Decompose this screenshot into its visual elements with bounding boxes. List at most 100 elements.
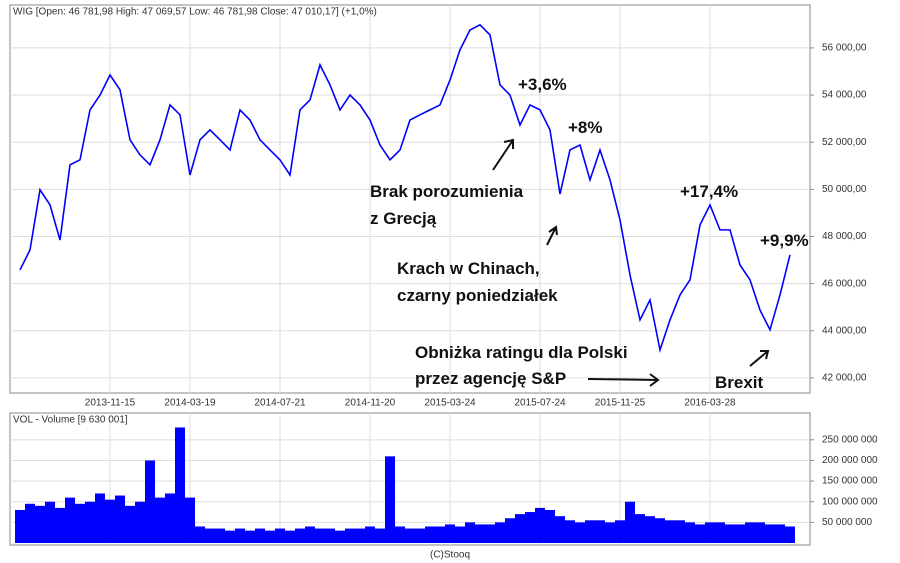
y-tick-label: 50 000 000: [822, 517, 872, 528]
volume-bar: [615, 520, 625, 543]
volume-bar: [415, 528, 425, 543]
volume-bar: [305, 526, 315, 543]
volume-bar: [565, 520, 575, 543]
volume-bar: [35, 505, 45, 543]
volume-bar: [275, 528, 285, 543]
volume-bar: [775, 524, 785, 543]
x-tick-label: 2014-03-19: [164, 398, 216, 409]
volume-bar: [525, 512, 535, 543]
volume-bar: [495, 522, 505, 543]
volume-bar: [605, 522, 615, 543]
annotation: czarny poniedziałek: [397, 286, 558, 305]
volume-bar: [425, 526, 435, 543]
volume-bar: [255, 528, 265, 543]
volume-bar: [85, 501, 95, 543]
volume-bar: [265, 530, 275, 543]
volume-bar: [705, 522, 715, 543]
volume-bar: [45, 501, 55, 543]
volume-title: VOL - Volume [9 630 001]: [13, 415, 128, 426]
annotation: Brak porozumienia: [370, 182, 524, 201]
arrows: [492, 138, 770, 387]
volume-bar: [225, 530, 235, 543]
price-frame: [9, 4, 811, 394]
y-tick-label: 48 000,00: [822, 231, 867, 242]
y-tick-label: 54 000,00: [822, 90, 867, 101]
volume-bar: [245, 530, 255, 543]
annotation: +9,9%: [760, 231, 809, 250]
volume-bar: [295, 528, 305, 543]
volume-bar: [375, 528, 385, 543]
annotation: z Grecją: [370, 209, 437, 228]
volume-bar: [235, 528, 245, 543]
price-line: [19, 23, 791, 353]
volume-bar: [145, 460, 155, 543]
volume-bar: [65, 497, 75, 543]
volume-bar: [655, 518, 665, 543]
footer: (C)Stooq: [430, 550, 470, 561]
volume-bar: [185, 497, 195, 543]
volume-bar: [125, 505, 135, 543]
volume-bar: [505, 518, 515, 543]
annotation: +8%: [568, 118, 603, 137]
volume-bar: [195, 526, 205, 543]
volume-bar: [15, 509, 25, 543]
volume-bar: [135, 501, 145, 543]
y-tick-label: 46 000,00: [822, 278, 867, 289]
annotation: +17,4%: [680, 182, 738, 201]
volume-bar: [585, 520, 595, 543]
volume-bar: [535, 507, 545, 543]
volume-bar: [115, 495, 125, 543]
volume-bar: [675, 520, 685, 543]
volume-bar: [335, 530, 345, 543]
volume-bar: [205, 528, 215, 543]
volume-bar: [575, 522, 585, 543]
x-tick-label: 2013-11-15: [85, 398, 136, 409]
annotation: przez agencję S&P: [415, 369, 566, 388]
arrow: [546, 225, 558, 246]
y-tick-label: 200 000 000: [822, 455, 878, 466]
volume-bar: [745, 522, 755, 543]
y-tick-label: 150 000 000: [822, 476, 878, 487]
volume-bar: [345, 528, 355, 543]
marks: [15, 23, 795, 543]
annotation: +3,6%: [518, 75, 567, 94]
volume-bar: [355, 528, 365, 543]
x-tick-label: 2014-07-21: [254, 398, 306, 409]
volume-bar: [765, 524, 775, 543]
volume-bar: [665, 520, 675, 543]
volume-bar: [695, 524, 705, 543]
volume-bar: [645, 516, 655, 543]
volume-bar: [325, 528, 335, 543]
volume-bar: [95, 493, 105, 543]
volume-bar: [545, 509, 555, 543]
volume-bar: [165, 493, 175, 543]
arrow: [749, 350, 770, 367]
annotation: Brexit: [715, 373, 764, 392]
volume-bar: [285, 530, 295, 543]
volume-bar: [315, 528, 325, 543]
volume-bar: [485, 524, 495, 543]
y-tick-label: 100 000 000: [822, 496, 878, 507]
volume-bar: [385, 456, 395, 543]
arrow: [492, 138, 514, 171]
volume-bar: [405, 528, 415, 543]
volume-bar: [75, 503, 85, 543]
volume-bar: [215, 528, 225, 543]
volume-bar: [725, 524, 735, 543]
volume-bar: [105, 499, 115, 543]
volume-bar: [155, 497, 165, 543]
x-tick-label: 2014-11-20: [345, 398, 396, 409]
volume-bar: [555, 516, 565, 543]
y-tick-label: 44 000,00: [822, 325, 867, 336]
volume-bar: [55, 507, 65, 543]
annotation: Krach w Chinach,: [397, 259, 540, 278]
y-tick-label: 50 000,00: [822, 184, 867, 195]
volume-bar: [635, 514, 645, 543]
x-tick-label: 2015-03-24: [424, 398, 476, 409]
volume-bar: [175, 427, 185, 543]
volume-bar: [625, 501, 635, 543]
volume-bar: [715, 522, 725, 543]
volume-bar: [735, 524, 745, 543]
volume-bar: [785, 526, 795, 543]
